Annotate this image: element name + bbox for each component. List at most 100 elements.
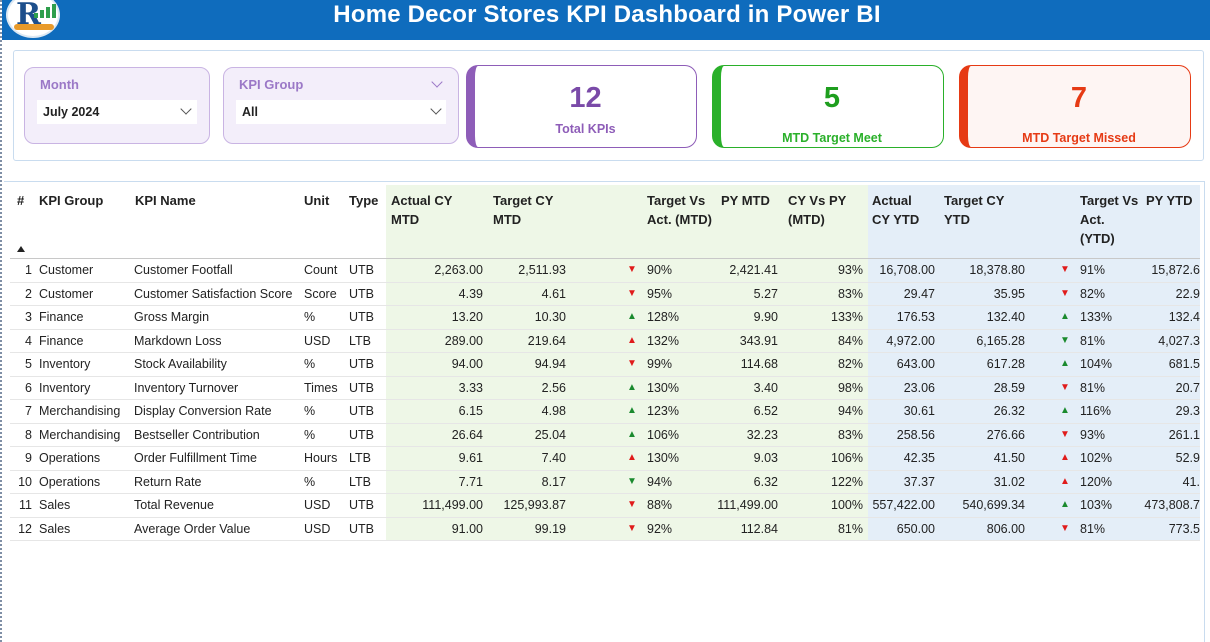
month-slicer-label: Month <box>40 77 79 92</box>
target-vs-act-ytd-cell: 81% <box>1080 333 1106 348</box>
col-header-target-vs-act-ytd[interactable]: Target Vs Act. (YTD) <box>1080 193 1139 246</box>
py-mtd-cell: 3.40 <box>753 380 778 395</box>
py-mtd-cell: 6.52 <box>753 404 778 418</box>
table-row[interactable]: 9 Operations Order Fulfillment Time Hours LT… <box>2 447 1210 471</box>
py-mtd-cell: 112.84 <box>740 521 778 536</box>
kpi-group-cell: Inventory <box>39 380 91 395</box>
triangle-down-icon: ▼ <box>1060 381 1070 393</box>
col-header-actual-cy-mtd[interactable]: Actual CY MTD <box>391 193 453 227</box>
col-header-target-vs-act-mtd[interactable]: Target Vs Act. (MTD) <box>647 193 712 227</box>
py-ytd-cell: 22.9 <box>1175 286 1200 301</box>
triangle-up-icon: ▲ <box>1060 499 1070 510</box>
col-header-py-mtd[interactable]: PY MTD <box>721 193 770 208</box>
kpi-group-cell: Finance <box>39 333 84 348</box>
sort-ascending-icon[interactable] <box>17 246 25 252</box>
table-row[interactable]: 4 Finance Markdown Loss USD LTB 289.00 219.64 1… <box>2 330 1210 353</box>
target-vs-act-mtd-cell: 123% <box>647 404 679 418</box>
cy-vs-py-mtd-cell: 83% <box>837 286 863 301</box>
col-header-target-cy-ytd[interactable]: Target CY YTD <box>944 193 1005 227</box>
triangle-down-icon: ▼ <box>627 287 637 299</box>
py-mtd-cell: 111,499.00 <box>717 498 778 512</box>
actual-cy-mtd-cell: 94.00 <box>451 357 483 371</box>
actual-cy-ytd-cell: 258.56 <box>896 427 935 442</box>
actual-cy-ytd-cell: 16,708.00 <box>879 263 935 277</box>
col-header-number[interactable]: # <box>17 193 25 208</box>
page-title: Home Decor Stores KPI Dashboard in Power… <box>333 1 881 28</box>
row-divider <box>10 352 1200 353</box>
unit-cell: % <box>304 404 316 418</box>
type-cell: UTB <box>349 404 374 418</box>
cy-vs-py-mtd-cell: 84% <box>837 333 863 348</box>
table-row[interactable]: 5 Inventory Stock Availability% UTB 94.00 94.… <box>2 353 1210 377</box>
py-ytd-cell: 773.5 <box>1168 521 1200 536</box>
cy-vs-py-mtd-cell: 106% <box>831 451 863 465</box>
kpi-group-dropdown[interactable]: All <box>236 100 446 124</box>
col-header-kpi-name[interactable]: KPI Name <box>135 193 196 208</box>
col-header-actual-cy-ytd[interactable]: Actual CY YTD <box>872 193 920 227</box>
type-cell: UTB <box>349 263 374 277</box>
target-vs-act-ytd-cell: 116% <box>1080 404 1112 418</box>
col-header-cy-vs-py-mtd[interactable]: CY Vs PY (MTD) <box>788 193 847 227</box>
total-kpis-value: 12 <box>569 82 602 114</box>
target-cy-mtd-cell: 2.56 <box>541 380 566 395</box>
mtd-target-meet-label: MTD Target Meet <box>782 131 882 145</box>
table-row[interactable]: 12 Sales Average Order Value USD UTB 91.00 99.… <box>2 518 1210 541</box>
py-ytd-cell: 52.9 <box>1175 451 1200 465</box>
col-header-kpi-group[interactable]: KPI Group <box>39 193 104 208</box>
col-header-unit[interactable]: Unit <box>304 193 330 208</box>
table-row[interactable]: 1 Customer Customer Footfall Count UTB 2,263.… <box>2 259 1210 283</box>
target-cy-ytd-cell: 540,699.34 <box>962 498 1025 512</box>
target-cy-mtd-cell: 219.64 <box>527 333 566 348</box>
cy-vs-py-mtd-cell: 94% <box>837 404 863 418</box>
triangle-down-icon: ▼ <box>1060 522 1070 534</box>
row-number: 1 <box>25 263 32 277</box>
actual-cy-ytd-cell: 37.37 <box>903 474 935 489</box>
actual-cy-ytd-cell: 4,972.00 <box>886 333 935 348</box>
triangle-down-icon: ▼ <box>627 499 637 510</box>
unit-cell: USD <box>304 521 331 536</box>
row-divider <box>10 399 1200 400</box>
type-cell: UTB <box>349 427 374 442</box>
target-cy-mtd-cell: 25.04 <box>534 427 566 442</box>
col-header-type[interactable]: Type <box>349 193 379 208</box>
actual-cy-ytd-cell: 650.00 <box>896 521 935 536</box>
col-header-py-ytd[interactable]: PY YTD <box>1146 193 1193 208</box>
table-row[interactable]: 8 Merchandising Bestseller Contribution% UT… <box>2 424 1210 447</box>
ytd-column-band <box>868 185 1200 541</box>
cy-vs-py-mtd-cell: 98% <box>837 380 863 395</box>
table-row[interactable]: 7 Merchandising Display Conversion Rate% UT… <box>2 400 1210 424</box>
chevron-down-icon[interactable] <box>431 76 443 88</box>
target-cy-ytd-cell: 31.02 <box>993 474 1025 489</box>
type-cell: UTB <box>349 380 374 395</box>
triangle-down-icon: ▼ <box>627 264 637 275</box>
col-header-target-cy-mtd[interactable]: Target CY MTD <box>493 193 554 227</box>
py-ytd-cell: 132.4 <box>1168 310 1200 324</box>
row-number: 10 <box>18 474 32 489</box>
table-row[interactable]: 6 Inventory Inventory Turnover Times UTB 3.33… <box>2 377 1210 400</box>
type-cell: UTB <box>349 357 374 371</box>
cy-vs-py-mtd-cell: 133% <box>831 310 863 324</box>
target-cy-mtd-cell: 4.98 <box>541 404 566 418</box>
row-divider <box>10 493 1200 494</box>
triangle-up-icon: ▲ <box>627 334 637 346</box>
table-row[interactable]: 10 Operations Return Rate% LTB 7.71 8.17 94% 6.… <box>2 471 1210 494</box>
row-divider <box>10 305 1200 306</box>
row-number: 5 <box>25 357 32 371</box>
py-mtd-cell: 6.32 <box>753 474 778 489</box>
title-bar: R Home Decor Stores KPI Dashboard in Pow… <box>2 0 1210 40</box>
row-number: 8 <box>25 427 32 442</box>
unit-cell: Score <box>304 286 337 301</box>
row-divider <box>10 540 1200 541</box>
kpi-name-cell: Customer Satisfaction Score <box>134 286 293 301</box>
cy-vs-py-mtd-cell: 81% <box>837 521 863 536</box>
table-row[interactable]: 11 Sales Total Revenue USD UTB 111,499.00 125,… <box>2 494 1210 518</box>
target-vs-act-ytd-cell: 104% <box>1080 357 1112 371</box>
month-dropdown[interactable]: July 2024 <box>37 100 197 124</box>
table-row[interactable]: 2 Customer Customer Satisfaction Score Scor… <box>2 283 1210 306</box>
actual-cy-mtd-cell: 4.39 <box>458 286 483 301</box>
py-mtd-cell: 9.90 <box>753 310 778 324</box>
table-row[interactable]: 3 Finance Gross Margin% UTB 13.20 10.30 128% 9.… <box>2 306 1210 330</box>
kpi-name-cell: Total Revenue <box>134 498 214 512</box>
row-number: 2 <box>25 286 32 301</box>
kpi-name-cell: Inventory Turnover <box>134 380 239 395</box>
